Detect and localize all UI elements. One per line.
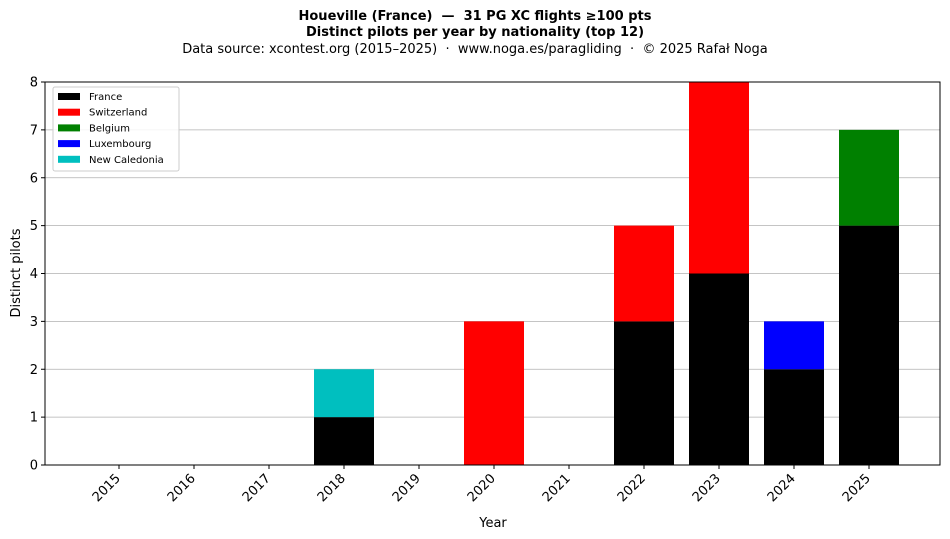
legend-swatch-switzerland xyxy=(58,108,80,116)
x-tick-label: 2015 xyxy=(90,471,124,505)
y-tick-label: 6 xyxy=(30,171,38,186)
y-tick-label: 8 xyxy=(30,76,38,91)
y-tick-label: 0 xyxy=(30,459,38,474)
legend-entry-label: Switzerland xyxy=(89,108,147,119)
bar-france-2025 xyxy=(839,225,899,465)
y-tick-label: 7 xyxy=(30,123,38,138)
legend-entry-label: France xyxy=(89,92,122,103)
legend-entry-label: Belgium xyxy=(89,123,130,134)
y-axis-label: Distinct pilots xyxy=(9,228,24,317)
legend-box xyxy=(52,86,180,172)
x-tick-label: 2017 xyxy=(240,471,274,505)
x-tick-label: 2016 xyxy=(165,471,199,505)
bar-luxembourg-2024 xyxy=(764,321,824,370)
bar-france-2022 xyxy=(614,321,674,465)
legend-entry-label: New Caledonia xyxy=(89,155,164,166)
bar-switzerland-2023 xyxy=(689,82,749,274)
chart-title: Houeville (France) — 31 PG XC flights ≥1… xyxy=(298,9,652,24)
x-axis-ticks: 2015 2016 2017 2018 2019 2020 2021 2022 2023 2024… xyxy=(90,465,874,505)
y-tick-label: 4 xyxy=(30,267,38,282)
y-tick-label: 3 xyxy=(30,315,38,330)
bar-switzerland-2022 xyxy=(614,225,674,322)
bar-new-caledonia-2018 xyxy=(314,369,374,418)
y-axis-ticks: 0 1 2 3 4 5 6 7 8 xyxy=(30,76,45,474)
bar-france-2023 xyxy=(689,273,749,465)
legend-swatch-france xyxy=(58,93,80,100)
legend-swatch-new-caledonia xyxy=(58,155,80,163)
chart-source-note: Data source: xcontest.org (2015–2025) · … xyxy=(182,42,768,57)
x-tick-label: 2025 xyxy=(840,471,874,505)
chart-subtitle: Distinct pilots per year by nationality … xyxy=(305,25,645,40)
bars xyxy=(314,82,899,465)
y-tick-label: 1 xyxy=(30,411,38,426)
x-tick-label: 2022 xyxy=(615,471,649,505)
legend: France Switzerland Belgium Luxembourg New Ca… xyxy=(52,86,180,172)
x-tick-label: 2021 xyxy=(540,471,574,505)
bar-belgium-2025 xyxy=(839,129,899,226)
x-tick-label: 2023 xyxy=(690,471,724,505)
legend-swatch-belgium xyxy=(58,124,80,132)
y-tick-label: 2 xyxy=(30,363,38,378)
x-tick-label: 2018 xyxy=(315,471,349,505)
x-tick-label: 2019 xyxy=(390,471,424,505)
chart-title-block: Houeville (France) — 31 PG XC flights ≥1… xyxy=(0,9,950,58)
bar-france-2024 xyxy=(764,369,824,465)
x-tick-label: 2020 xyxy=(465,471,499,505)
legend-entry-label: Luxembourg xyxy=(89,139,151,150)
y-tick-label: 5 xyxy=(30,219,38,234)
bar-switzerland-2020 xyxy=(464,321,524,465)
bar-france-2018 xyxy=(314,417,374,465)
legend-swatch-luxembourg xyxy=(58,140,80,148)
x-axis-label: Year xyxy=(478,516,507,531)
x-tick-label: 2024 xyxy=(765,471,799,505)
